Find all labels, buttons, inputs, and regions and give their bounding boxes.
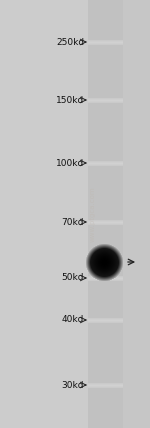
Text: 250kd: 250kd: [56, 38, 84, 47]
Text: 50kd: 50kd: [61, 273, 84, 282]
Text: 40kd: 40kd: [62, 315, 84, 324]
Text: www.ptgca.com: www.ptgca.com: [90, 186, 96, 242]
Text: 30kd: 30kd: [61, 380, 84, 389]
Text: 100kd: 100kd: [56, 158, 84, 167]
Text: 70kd: 70kd: [61, 217, 84, 226]
Text: 150kd: 150kd: [56, 95, 84, 104]
